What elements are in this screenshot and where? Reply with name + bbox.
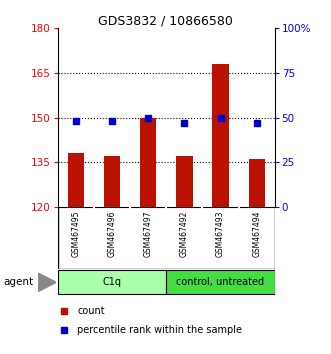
Text: GDS3832 / 10866580: GDS3832 / 10866580: [98, 14, 233, 27]
Text: GSM467497: GSM467497: [144, 210, 153, 257]
Text: GSM467493: GSM467493: [216, 210, 225, 257]
Bar: [68, 153, 84, 207]
Bar: [249, 159, 265, 207]
Text: agent: agent: [3, 277, 33, 287]
Text: GSM467494: GSM467494: [252, 210, 261, 257]
Bar: [58, 270, 166, 294]
Text: C1q: C1q: [103, 277, 121, 287]
Text: GSM467492: GSM467492: [180, 210, 189, 257]
Bar: [213, 64, 229, 207]
Text: GSM467496: GSM467496: [108, 210, 117, 257]
Bar: [176, 156, 193, 207]
Bar: [166, 270, 275, 294]
Bar: [140, 118, 156, 207]
Text: control, untreated: control, untreated: [176, 277, 264, 287]
Text: percentile rank within the sample: percentile rank within the sample: [77, 325, 242, 335]
Polygon shape: [38, 273, 56, 292]
Text: count: count: [77, 306, 105, 316]
Bar: [104, 156, 120, 207]
Text: GSM467495: GSM467495: [71, 210, 80, 257]
